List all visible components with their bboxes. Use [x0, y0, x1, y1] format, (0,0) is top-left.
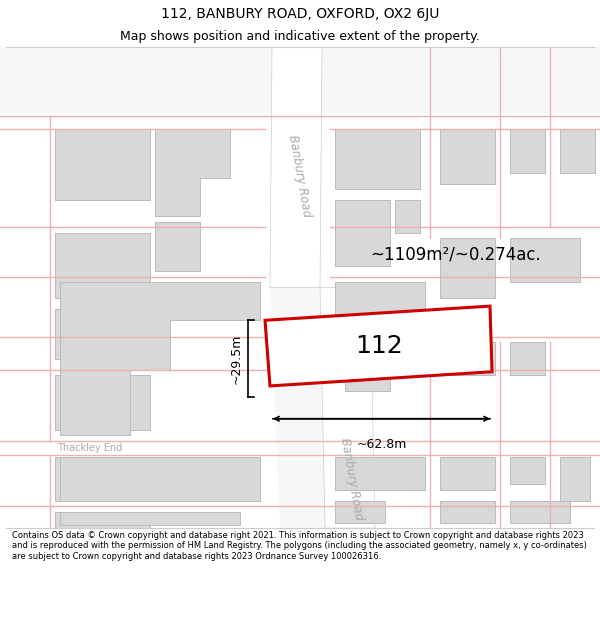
Bar	[440, 238, 495, 298]
Polygon shape	[320, 288, 375, 528]
Bar	[60, 512, 240, 525]
Text: Thackley End: Thackley End	[58, 443, 122, 453]
Polygon shape	[155, 129, 230, 216]
Polygon shape	[270, 288, 370, 528]
Bar	[55, 129, 150, 200]
Bar	[55, 457, 150, 501]
Bar	[55, 375, 150, 430]
Bar	[440, 342, 495, 375]
Text: Contains OS data © Crown copyright and database right 2021. This information is : Contains OS data © Crown copyright and d…	[12, 531, 587, 561]
Bar	[560, 457, 590, 501]
Bar	[510, 342, 545, 375]
Bar	[55, 309, 150, 359]
Bar	[440, 501, 495, 522]
Bar	[440, 129, 495, 184]
Polygon shape	[60, 282, 260, 435]
Bar	[60, 457, 260, 501]
Polygon shape	[265, 306, 492, 386]
Polygon shape	[270, 47, 322, 288]
Text: Banbury Road: Banbury Road	[286, 134, 314, 218]
Text: ~29.5m: ~29.5m	[230, 333, 243, 384]
Text: ~62.8m: ~62.8m	[356, 439, 407, 451]
Bar	[335, 200, 390, 266]
Bar	[335, 282, 425, 331]
Bar	[345, 375, 390, 391]
Bar	[510, 501, 570, 522]
Bar	[335, 129, 420, 189]
Bar	[345, 342, 425, 364]
Bar	[335, 501, 385, 522]
Bar	[345, 342, 425, 364]
Polygon shape	[0, 47, 600, 112]
Bar	[55, 512, 150, 528]
Text: Map shows position and indicative extent of the property.: Map shows position and indicative extent…	[120, 30, 480, 43]
Bar	[55, 232, 150, 298]
Bar	[560, 129, 595, 173]
Text: ~1109m²/~0.274ac.: ~1109m²/~0.274ac.	[370, 246, 541, 264]
Text: Banbury Road: Banbury Road	[338, 437, 365, 521]
Bar	[510, 238, 580, 282]
Bar	[395, 200, 420, 232]
Bar	[510, 457, 545, 484]
Bar	[335, 457, 425, 490]
Text: 112, BANBURY ROAD, OXFORD, OX2 6JU: 112, BANBURY ROAD, OXFORD, OX2 6JU	[161, 7, 439, 21]
Text: 112: 112	[355, 334, 403, 358]
Polygon shape	[155, 222, 200, 271]
Bar	[510, 129, 545, 173]
Bar	[440, 457, 495, 490]
